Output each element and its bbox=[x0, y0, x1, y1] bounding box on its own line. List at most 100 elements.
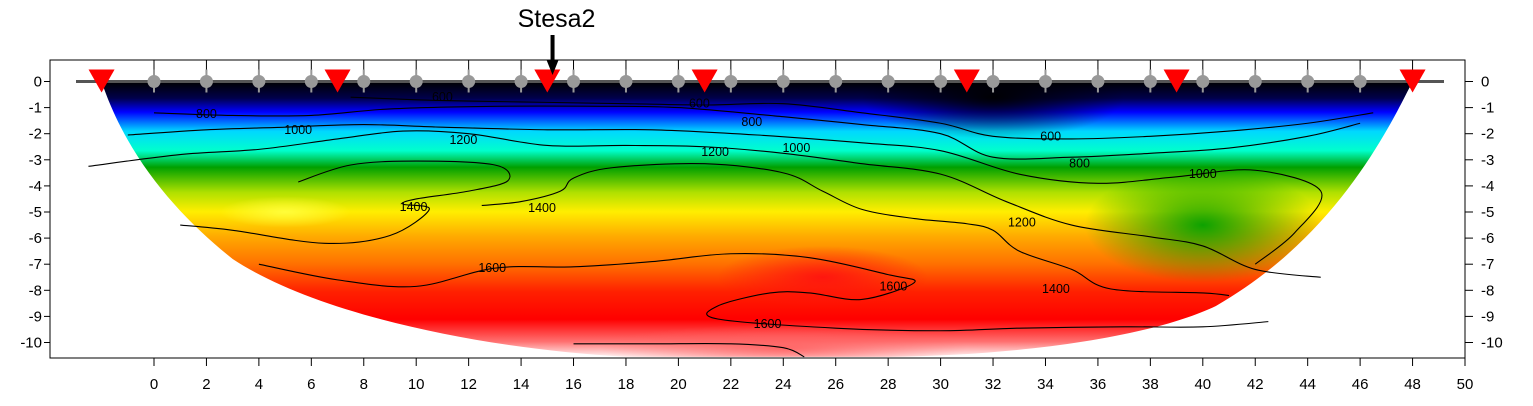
x-tick-label: 24 bbox=[775, 376, 792, 393]
x-tick-label: 46 bbox=[1352, 376, 1369, 393]
top-ticks bbox=[153, 60, 1466, 80]
y-tick-label-left: -2 bbox=[29, 126, 42, 143]
annotation-label: Stesa2 bbox=[518, 5, 596, 33]
y-axis-right: 0 -1 -2 -3 -4 -5 -6 -7 -8 -9 -10 bbox=[1465, 74, 1503, 352]
contour-label: 600 bbox=[1040, 129, 1061, 143]
geophone-marker bbox=[514, 75, 528, 88]
y-tick-label-left: -1 bbox=[29, 100, 42, 117]
geophone-marker bbox=[1301, 75, 1315, 88]
contour-label: 1000 bbox=[284, 123, 312, 137]
x-tick-label: 50 bbox=[1457, 376, 1474, 393]
geophone-marker bbox=[1248, 75, 1262, 88]
y-tick-label-right: -8 bbox=[1481, 282, 1494, 299]
x-tick-label: 10 bbox=[408, 376, 425, 393]
contour-labels: 600 600 800 800 800 1000 1000 1000 600 1200 1200 12… bbox=[196, 90, 1217, 331]
x-tick-label: 14 bbox=[513, 376, 530, 393]
x-tick-label: 4 bbox=[255, 376, 263, 393]
x-tick-label: 36 bbox=[1090, 376, 1107, 393]
y-tick-label-left: -7 bbox=[29, 256, 42, 273]
geophone-marker bbox=[829, 75, 843, 88]
contour-label: 1400 bbox=[528, 201, 556, 215]
geophone-marker bbox=[1143, 75, 1157, 88]
y-tick-label-right: -1 bbox=[1481, 100, 1494, 117]
geophone-marker bbox=[567, 75, 581, 88]
y-tick-label-right: -7 bbox=[1481, 256, 1494, 273]
y-tick-label-left: -6 bbox=[29, 230, 42, 247]
contour-label: 600 bbox=[432, 90, 453, 104]
contour-1600-6 bbox=[258, 253, 1269, 332]
geophone-marker bbox=[934, 75, 948, 88]
y-tick-label-right: -10 bbox=[1481, 335, 1503, 352]
geophone-marker bbox=[986, 75, 1000, 88]
y-axis-left: 0 -1 -2 -3 -4 -5 -6 -7 -8 -9 -10 bbox=[20, 74, 50, 352]
contour-label: 1600 bbox=[879, 279, 907, 293]
low-velocity-zone bbox=[861, 81, 1125, 139]
x-tick-label: 2 bbox=[202, 376, 210, 393]
contour-label: 1400 bbox=[400, 200, 428, 214]
geophone-marker bbox=[199, 75, 213, 88]
x-tick-label: 44 bbox=[1299, 376, 1316, 393]
contour-label: 1600 bbox=[754, 317, 782, 331]
x-tick-label: 48 bbox=[1404, 376, 1421, 393]
geophone-marker bbox=[776, 75, 790, 88]
contour-1400-4 bbox=[180, 160, 511, 245]
shot-marker bbox=[88, 69, 115, 93]
y-tick-label-right: -5 bbox=[1481, 204, 1494, 221]
geophone-marker bbox=[881, 75, 895, 88]
x-tick-label: 34 bbox=[1037, 376, 1054, 393]
geophone-marker bbox=[671, 75, 685, 88]
x-tick-label: 16 bbox=[565, 376, 582, 393]
y-tick-label-left: -10 bbox=[20, 335, 42, 352]
x-tick-label: 40 bbox=[1194, 376, 1211, 393]
contour-label: 1600 bbox=[478, 261, 506, 275]
x-tick-label: 8 bbox=[360, 376, 368, 393]
shot-marker bbox=[534, 69, 561, 93]
y-tick-label-right: -4 bbox=[1481, 178, 1494, 195]
geophone-marker bbox=[147, 75, 161, 88]
contour-label: 800 bbox=[1069, 157, 1090, 171]
geophone-marker bbox=[462, 75, 476, 88]
y-tick-label-left: -5 bbox=[29, 204, 42, 221]
geophone-marker bbox=[409, 75, 423, 88]
contour-1400-5 bbox=[481, 162, 1230, 297]
geophone-marker bbox=[724, 75, 738, 88]
contour-label: 600 bbox=[689, 97, 710, 111]
green-zone bbox=[1084, 167, 1321, 283]
contour-label: 1000 bbox=[782, 141, 810, 155]
shot-marker bbox=[1399, 69, 1426, 93]
geophone-marker bbox=[619, 75, 633, 88]
y-tick-label-right: -2 bbox=[1481, 126, 1494, 143]
contour-label: 800 bbox=[196, 107, 217, 121]
x-tick-label: 20 bbox=[670, 376, 687, 393]
geophone-marker bbox=[1353, 75, 1367, 88]
contour-800-1 bbox=[153, 105, 1361, 160]
geophone-marker bbox=[304, 75, 318, 88]
shot-marker bbox=[691, 69, 718, 93]
x-tick-label: 30 bbox=[932, 376, 949, 393]
shot-marker bbox=[953, 69, 980, 93]
contour-lines bbox=[88, 96, 1374, 358]
y-tick-label-left: -9 bbox=[29, 308, 42, 325]
y-tick-label-right: -6 bbox=[1481, 230, 1494, 247]
x-tick-label: 0 bbox=[150, 376, 158, 393]
geophone-marker bbox=[1196, 75, 1210, 88]
yellow-zone bbox=[219, 196, 351, 228]
y-tick-label-right: -9 bbox=[1481, 308, 1494, 325]
contour-1600-7 bbox=[573, 342, 805, 358]
annotation-arrow-head bbox=[546, 60, 559, 75]
x-tick-label: 26 bbox=[827, 376, 844, 393]
contour-label: 1000 bbox=[1189, 167, 1217, 181]
geophone-marker bbox=[357, 75, 371, 88]
x-tick-label: 22 bbox=[722, 376, 739, 393]
contour-label: 1200 bbox=[1008, 215, 1036, 229]
shot-marker bbox=[1163, 69, 1190, 93]
x-axis: 0 2 4 6 8 10 12 14 16 18 20 22 24 26 28 30 32 34 36 38 40 42 4… bbox=[150, 358, 1474, 393]
y-tick-label-left: -3 bbox=[29, 152, 42, 169]
y-tick-label-left: 0 bbox=[34, 74, 42, 91]
high-velocity-zone bbox=[717, 245, 928, 309]
contour-600-0 bbox=[350, 96, 1374, 140]
x-tick-label: 42 bbox=[1247, 376, 1264, 393]
contour-label: 1400 bbox=[1042, 282, 1070, 296]
contour-1200-3 bbox=[88, 130, 1321, 278]
